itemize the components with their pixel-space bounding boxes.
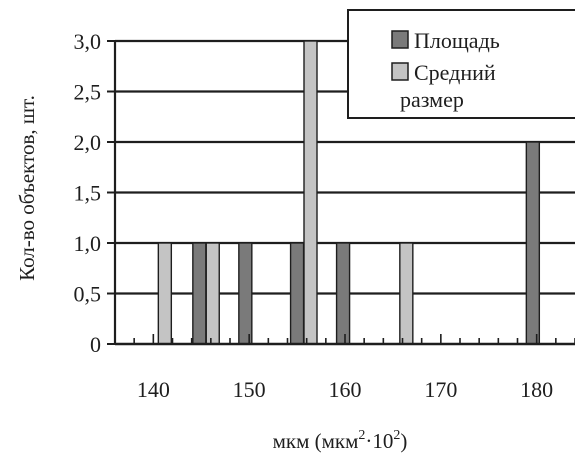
bar-size xyxy=(399,242,414,345)
grid-lines xyxy=(115,39,575,295)
bar-size xyxy=(303,40,318,345)
bar-area xyxy=(238,242,253,345)
y-tick-label: 0,5 xyxy=(74,282,102,307)
bar-size xyxy=(157,242,173,345)
y-tick-label: 2,5 xyxy=(74,80,102,105)
bar-area xyxy=(192,242,207,345)
x-tick-label: 170 xyxy=(424,377,457,402)
bar-size xyxy=(205,242,220,345)
bar-area xyxy=(289,242,305,345)
y-tick-label: 2,0 xyxy=(74,130,102,155)
y-tick-labels: 0 0,5 1,0 1,5 2,0 2,5 3,0 xyxy=(74,29,115,357)
bar-area xyxy=(525,141,541,345)
y-tick-label: 1,0 xyxy=(74,231,102,256)
y-tick-label: 3,0 xyxy=(74,29,102,54)
x-tick-label: 140 xyxy=(137,377,170,402)
legend-label-size-line1: Средний xyxy=(414,60,496,85)
bars xyxy=(157,40,541,345)
x-axis-label: мкм (мкм2·102) xyxy=(273,428,408,453)
x-tick-label: 150 xyxy=(233,377,266,402)
x-tick-labels: 140 150 160 170 180 xyxy=(133,334,575,402)
legend-label-size-line2: размер xyxy=(400,87,464,112)
y-tick-label: 0 xyxy=(90,332,101,357)
legend-box xyxy=(347,9,575,119)
x-tick-label: 180 xyxy=(520,377,553,402)
y-axis-label: Кол-во объектов, шт. xyxy=(15,95,39,281)
legend-swatch-area xyxy=(391,30,409,49)
legend: Площадь Средний размер xyxy=(347,9,575,119)
bar-area xyxy=(335,242,351,345)
y-tick-label: 1,5 xyxy=(74,181,102,206)
x-tick-label: 160 xyxy=(329,377,362,402)
legend-label-area: Площадь xyxy=(414,28,500,53)
legend-swatch-size xyxy=(391,62,409,81)
